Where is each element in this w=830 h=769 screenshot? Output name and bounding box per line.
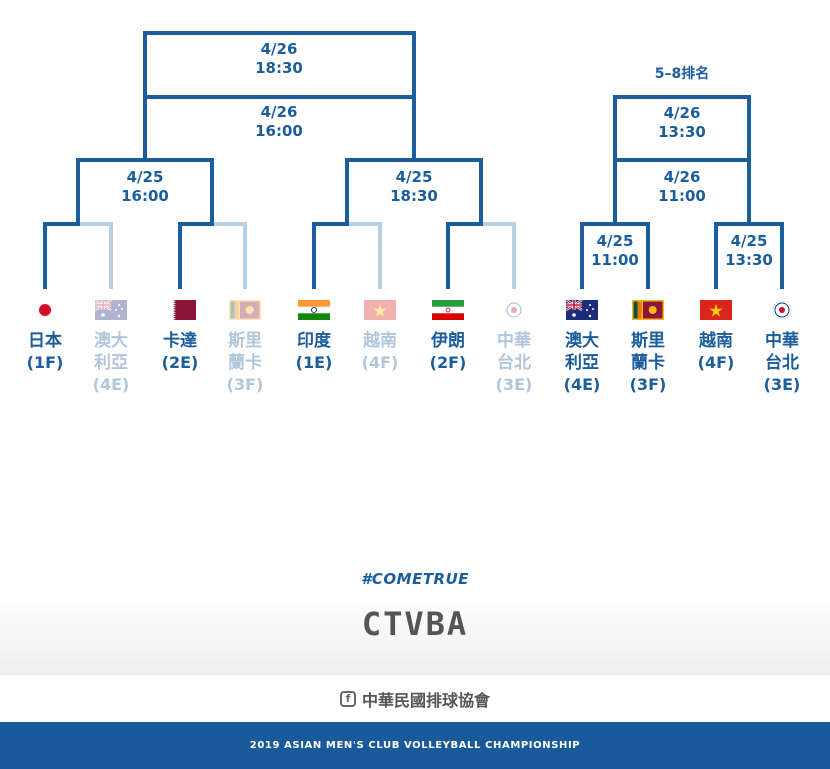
match-date: 4/25	[126, 168, 164, 186]
team-label: 伊朗 (2F)	[428, 330, 468, 374]
team-label: 中華台北 (3E)	[494, 330, 534, 396]
team-label: 澳大利亞 (4E)	[562, 330, 602, 396]
india-flag	[298, 300, 330, 320]
team-seed: (4E)	[92, 375, 130, 394]
team-label: 澳大利亞 (4E)	[91, 330, 131, 396]
bracket-line	[714, 222, 751, 289]
team-label: 中華台北 (3E)	[762, 330, 802, 396]
match-datetime: 4/25 11:00	[555, 232, 675, 270]
team-name: 斯里蘭卡	[631, 331, 665, 373]
match-time: 16:00	[255, 122, 303, 140]
team-seed: (3F)	[226, 375, 264, 394]
australia-flag	[95, 300, 127, 320]
match-date: 4/26	[260, 103, 298, 121]
team-seed: (2F)	[429, 353, 467, 372]
match-date: 4/26	[663, 168, 701, 186]
org-name[interactable]: 中華民國排球協會	[361, 690, 490, 710]
team-label: 卡達 (2E)	[160, 330, 200, 374]
bracket-lines	[43, 31, 784, 289]
rank-title: 5–8排名	[654, 66, 710, 82]
team-name: 澳大利亞	[94, 331, 128, 373]
chinese-taipei-flag	[504, 300, 524, 320]
match-datetime: 4/25 13:30	[689, 232, 809, 270]
team-label: 日本 (1F)	[25, 330, 65, 374]
footer-banner: 2019 ASIAN MEN'S CLUB VOLLEYBALL CHAMPIO…	[0, 722, 830, 769]
team-seed: (2E)	[161, 353, 199, 372]
sri-lanka-flag	[632, 300, 664, 320]
match-time: 18:30	[390, 187, 438, 205]
team-name: 越南	[699, 331, 733, 351]
team-label: 斯里蘭卡 (3F)	[225, 330, 265, 396]
team-name: 澳大利亞	[565, 331, 599, 373]
team-seed: (4E)	[563, 375, 601, 394]
chinese-taipei-flag	[772, 300, 792, 320]
team-name: 日本	[28, 331, 62, 351]
qatar-flag	[164, 300, 196, 320]
iran-flag	[432, 300, 464, 320]
team-seed: (1E)	[295, 353, 333, 372]
bracket-line	[76, 222, 113, 289]
final-box	[143, 31, 416, 99]
rank-final-box	[613, 95, 751, 162]
match-date: 4/26	[260, 40, 298, 58]
match-time: 13:30	[658, 123, 706, 141]
bracket-area: 5–8排名 4/26 18:30 4/26 16:00 4/25 16:00 4/25…	[0, 0, 830, 675]
bracket-line	[613, 222, 650, 289]
match-date: 4/25	[730, 232, 768, 250]
match-datetime: 4/26 16:00	[219, 103, 339, 141]
bracket-line	[479, 222, 516, 289]
match-time: 11:00	[591, 251, 639, 269]
vietnam-flag	[364, 300, 396, 320]
team-name: 印度	[297, 331, 331, 351]
team-seed: (3E)	[763, 375, 801, 394]
team-name: 伊朗	[431, 331, 465, 351]
match-time: 13:30	[725, 251, 773, 269]
brand-logo: CTVBA	[361, 605, 469, 643]
match-time: 11:00	[658, 187, 706, 205]
team-label: 越南 (4F)	[696, 330, 736, 374]
team-seed: (3F)	[629, 375, 667, 394]
bracket-line	[345, 222, 382, 289]
team-name: 斯里蘭卡	[228, 331, 262, 373]
team-name: 中華台北	[497, 331, 531, 373]
team-name: 越南	[363, 331, 397, 351]
match-date: 4/26	[663, 104, 701, 122]
team-seed: (4F)	[697, 353, 735, 372]
team-name: 中華台北	[765, 331, 799, 373]
japan-flag	[29, 300, 61, 320]
team-label: 越南 (4F)	[360, 330, 400, 374]
team-seed: (3E)	[495, 375, 533, 394]
australia-flag	[566, 300, 598, 320]
match-datetime: 4/26 13:30	[622, 104, 742, 142]
facebook-bar[interactable]: f 中華民國排球協會	[0, 675, 830, 722]
sri-lanka-flag	[229, 300, 261, 320]
vietnam-flag	[700, 300, 732, 320]
match-time: 18:30	[255, 59, 303, 77]
team-label: 斯里蘭卡 (3F)	[628, 330, 668, 396]
match-time: 16:00	[121, 187, 169, 205]
facebook-icon[interactable]: f	[339, 690, 356, 707]
team-seed: (4F)	[361, 353, 399, 372]
match-datetime: 4/26 18:30	[219, 40, 339, 78]
team-seed: (1F)	[26, 353, 64, 372]
bracket-line	[210, 222, 247, 289]
team-name: 卡達	[163, 331, 197, 351]
match-datetime: 4/25 16:00	[85, 168, 205, 206]
footer-text: 2019 ASIAN MEN'S CLUB VOLLEYBALL CHAMPIO…	[249, 740, 581, 751]
match-date: 4/25	[395, 168, 433, 186]
match-datetime: 4/25 18:30	[354, 168, 474, 206]
hashtag: #COMETRUE	[360, 570, 470, 588]
team-label: 印度 (1E)	[294, 330, 334, 374]
match-date: 4/25	[596, 232, 634, 250]
match-datetime: 4/26 11:00	[622, 168, 742, 206]
